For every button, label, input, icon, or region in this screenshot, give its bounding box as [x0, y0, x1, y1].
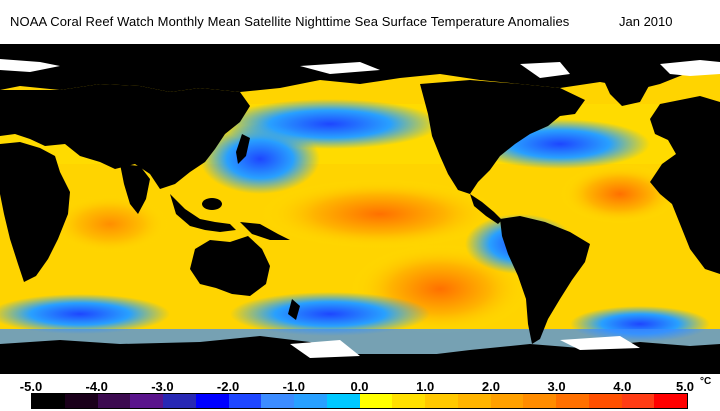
- land-north-america: [420, 80, 585, 194]
- title-bar: NOAA Coral Reef Watch Monthly Mean Satel…: [0, 0, 720, 44]
- anomaly-field: [0, 99, 720, 354]
- color-legend: -5.0 -4.0 -3.0 -2.0 -1.0 0.0 1.0 2.0 3.0…: [0, 374, 720, 411]
- legend-swatch: [621, 394, 655, 408]
- antarctic-ice: [290, 336, 640, 358]
- legend-tick: 2.0: [481, 379, 500, 394]
- map-canvas: [0, 44, 720, 374]
- legend-swatch: [392, 394, 425, 408]
- legend-swatch: [97, 394, 131, 408]
- land-africa: [0, 142, 70, 282]
- land-antarctica: [0, 336, 720, 374]
- legend-swatch: [523, 394, 556, 408]
- legend-swatch: [195, 394, 229, 408]
- map-date: Jan 2010: [619, 14, 673, 29]
- land-new-zealand: [288, 299, 300, 320]
- land-australia: [190, 236, 270, 296]
- legend-swatch: [261, 394, 294, 408]
- legend-swatch: [130, 394, 163, 408]
- land-india: [120, 164, 150, 214]
- legend-tick: 3.0: [547, 379, 566, 394]
- land-indonesia: [170, 194, 290, 240]
- legend-tick: -4.0: [85, 379, 108, 394]
- legend-tick: -2.0: [216, 379, 240, 394]
- land-greenland: [600, 70, 650, 106]
- legend-tick: -3.0: [151, 379, 174, 394]
- legend-tick: -5.0: [19, 379, 43, 394]
- legend-swatch: [654, 394, 687, 408]
- land-japan: [236, 134, 250, 164]
- land-south-america: [500, 216, 590, 344]
- legend-color-bar: [31, 393, 688, 409]
- legend-tick: 5.0: [675, 379, 695, 394]
- legend-swatch: [588, 394, 622, 408]
- legend-swatch: [294, 394, 327, 408]
- legend-swatch: [425, 394, 458, 408]
- legend-unit: °C: [700, 376, 712, 387]
- legend-tick: -1.0: [282, 379, 305, 394]
- legend-tick: 0.0: [350, 379, 369, 394]
- legend-tick: 4.0: [613, 379, 632, 394]
- legend-swatch: [359, 394, 393, 408]
- legend-swatch: [490, 394, 524, 408]
- anomaly-map: [0, 44, 720, 374]
- land-europe-africa-east: [650, 96, 720, 274]
- legend-swatch: [556, 394, 589, 408]
- map-title: NOAA Coral Reef Watch Monthly Mean Satel…: [10, 14, 570, 29]
- legend-swatch: [457, 394, 491, 408]
- legend-swatch: [32, 394, 65, 408]
- legend-swatch: [326, 394, 360, 408]
- legend-tick: 1.0: [416, 379, 435, 394]
- legend-swatch: [228, 394, 262, 408]
- legend-swatch: [163, 394, 196, 408]
- land-eurasia: [0, 84, 250, 189]
- sea-ice: [0, 59, 720, 78]
- land-central-america: [470, 194, 502, 224]
- legend-swatch: [64, 394, 98, 408]
